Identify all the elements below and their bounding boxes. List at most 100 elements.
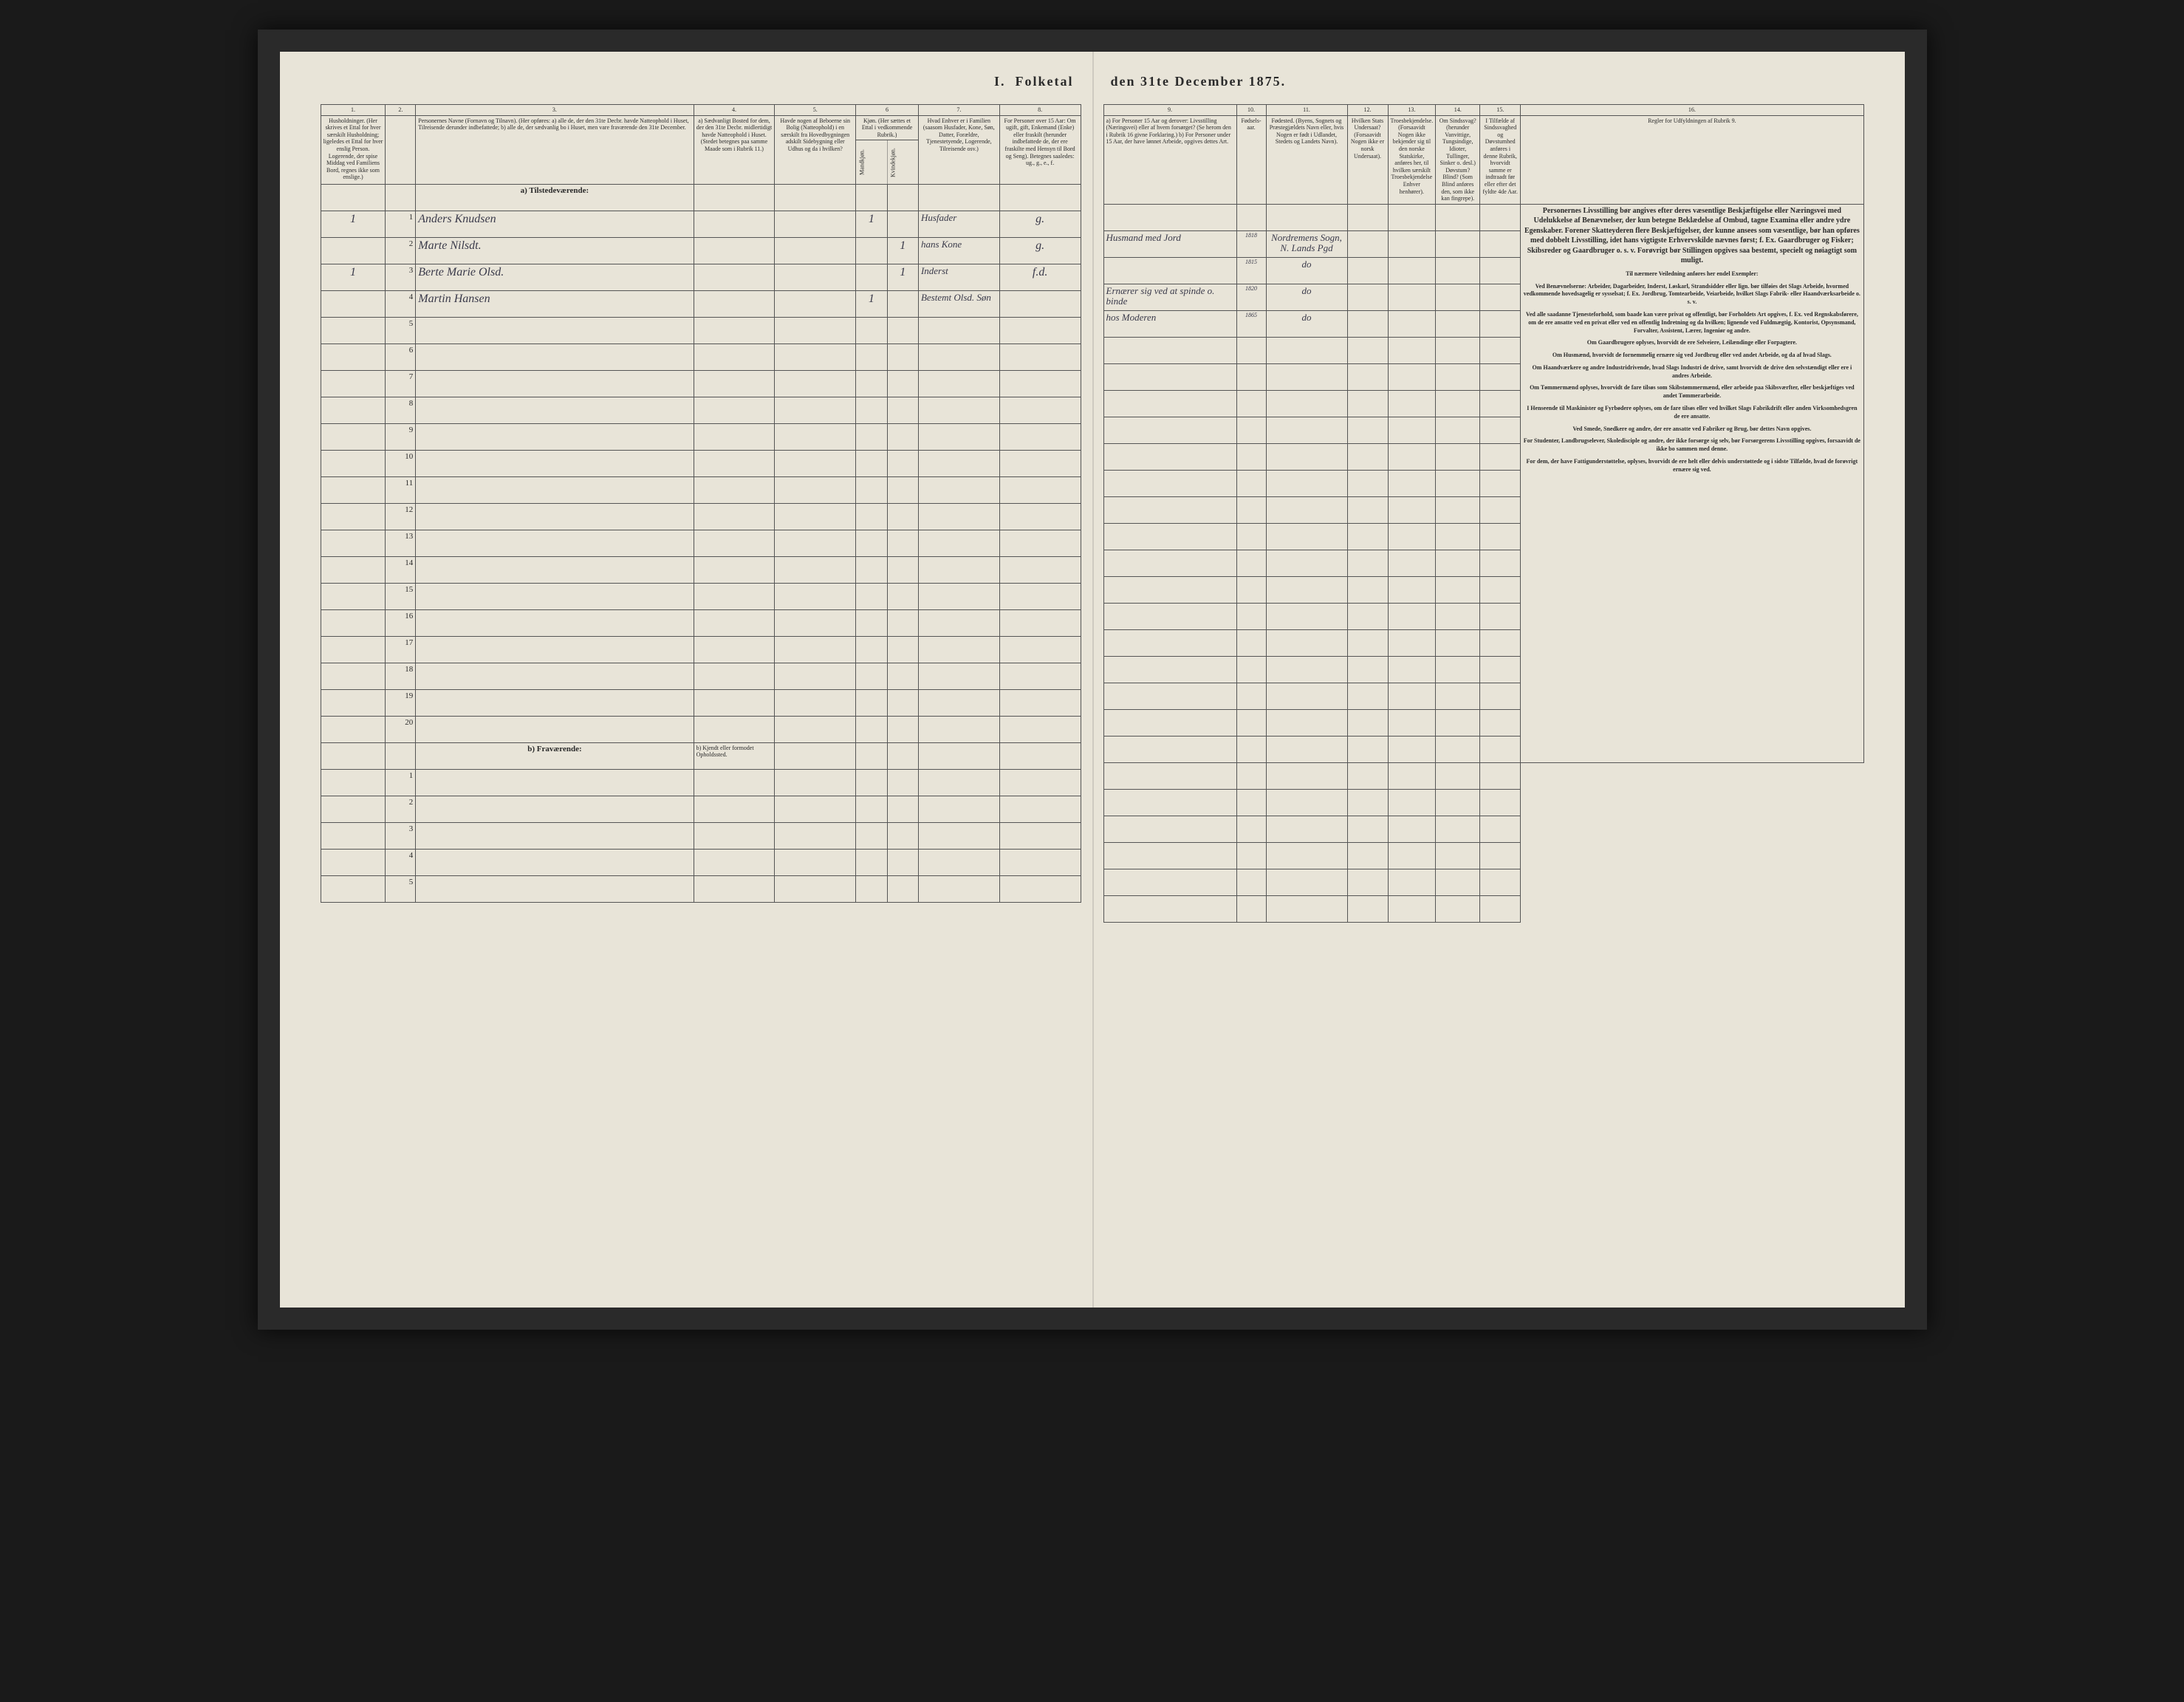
cell-6m	[856, 610, 887, 637]
cell-13	[1388, 709, 1436, 736]
cell-8	[999, 717, 1081, 743]
cell-6m	[856, 504, 887, 530]
cell-household	[321, 424, 386, 451]
cell-11	[1266, 523, 1347, 550]
cell-name	[416, 557, 694, 584]
table-row: 20	[321, 717, 1081, 743]
cell-9	[1103, 683, 1236, 709]
cell-15	[1480, 310, 1521, 337]
cell-15	[1480, 337, 1521, 363]
cell-7	[918, 637, 999, 663]
cell-name	[416, 371, 694, 397]
cell-15	[1480, 257, 1521, 284]
cell-6k	[887, 397, 918, 424]
cell-7	[918, 530, 999, 557]
cell-11	[1266, 443, 1347, 470]
cell-6m	[856, 690, 887, 717]
cell-7: Husfader	[918, 211, 999, 238]
cell-5	[775, 397, 856, 424]
table-row: 17	[321, 637, 1081, 663]
cell-5	[775, 238, 856, 264]
cell-7	[918, 477, 999, 504]
cell-14	[1436, 576, 1480, 603]
header-2	[386, 115, 416, 185]
cell-12	[1347, 523, 1388, 550]
cell-15	[1480, 284, 1521, 310]
cell-4	[694, 637, 775, 663]
cell-9	[1103, 417, 1236, 443]
colnum-9: 9.	[1103, 105, 1236, 116]
cell-4	[694, 264, 775, 291]
header-1: Husholdninger. (Her skrives et Ettal for…	[321, 115, 386, 185]
cell-household	[321, 557, 386, 584]
cell-8	[999, 504, 1081, 530]
cell-name	[416, 637, 694, 663]
colnum-8: 8.	[999, 105, 1081, 116]
cell-4	[694, 291, 775, 318]
cell-7	[918, 451, 999, 477]
cell-9	[1103, 550, 1236, 576]
cell-12	[1347, 603, 1388, 629]
cell-14	[1436, 629, 1480, 656]
cell-9	[1103, 443, 1236, 470]
cell-10: 1820	[1236, 284, 1266, 310]
cell-12	[1347, 629, 1388, 656]
cell-8: g.	[999, 238, 1081, 264]
cell-13	[1388, 496, 1436, 523]
cell-4	[694, 663, 775, 690]
cell-12	[1347, 257, 1388, 284]
cell-11	[1266, 683, 1347, 709]
header-13: Troesbekjendelse. (Forsaavidt Nogen ikke…	[1388, 115, 1436, 204]
table-row: 10	[321, 451, 1081, 477]
cell-4	[694, 424, 775, 451]
cell-6m	[856, 477, 887, 504]
cell-5	[775, 584, 856, 610]
cell-5	[775, 344, 856, 371]
cell-14	[1436, 257, 1480, 284]
cell-9	[1103, 656, 1236, 683]
document-page: I. Folketal 1. 2. 3. 4. 5. 6 7. 8. Husho…	[280, 52, 1905, 1308]
cell-6m	[856, 238, 887, 264]
cell-12	[1347, 363, 1388, 390]
cell-rownum: 9	[386, 424, 416, 451]
cell-9	[1103, 603, 1236, 629]
page-right: den 31te December 1875. 9. 10. 11. 12. 1…	[1092, 74, 1875, 1285]
cell-15	[1480, 470, 1521, 496]
cell-6k	[887, 530, 918, 557]
cell-6m	[856, 584, 887, 610]
cell-12	[1347, 390, 1388, 417]
cell-household	[321, 637, 386, 663]
cell-4	[694, 530, 775, 557]
page-left: I. Folketal 1. 2. 3. 4. 5. 6 7. 8. Husho…	[309, 74, 1092, 1285]
cell-household	[321, 477, 386, 504]
cell-4	[694, 397, 775, 424]
colnum-15: 15.	[1480, 105, 1521, 116]
cell-rownum: 5	[386, 318, 416, 344]
cell-7: Bestemt Olsd. Søn	[918, 291, 999, 318]
header-6m: Mandkjøn.	[856, 140, 887, 185]
cell-10	[1236, 709, 1266, 736]
cell-13	[1388, 443, 1436, 470]
cell-name	[416, 663, 694, 690]
cell-9	[1103, 257, 1236, 284]
header-16: Regler for Udfyldningen af Rubrik 9.	[1521, 115, 1863, 204]
cell-12	[1347, 284, 1388, 310]
cell-6k	[887, 371, 918, 397]
cell-14	[1436, 683, 1480, 709]
cell-rownum: 3	[386, 264, 416, 291]
cell-rownum: 12	[386, 504, 416, 530]
header-5: Havde nogen af Beboerne sin Bolig (Natte…	[775, 115, 856, 185]
cell-5	[775, 663, 856, 690]
cell-4	[694, 477, 775, 504]
cell-10: 1865	[1236, 310, 1266, 337]
cell-12	[1347, 417, 1388, 443]
cell-8	[999, 397, 1081, 424]
cell-11	[1266, 496, 1347, 523]
cell-name	[416, 717, 694, 743]
cell-15	[1480, 230, 1521, 257]
cell-11	[1266, 550, 1347, 576]
cell-name	[416, 424, 694, 451]
cell-15	[1480, 709, 1521, 736]
cell-household	[321, 397, 386, 424]
cell-7	[918, 557, 999, 584]
